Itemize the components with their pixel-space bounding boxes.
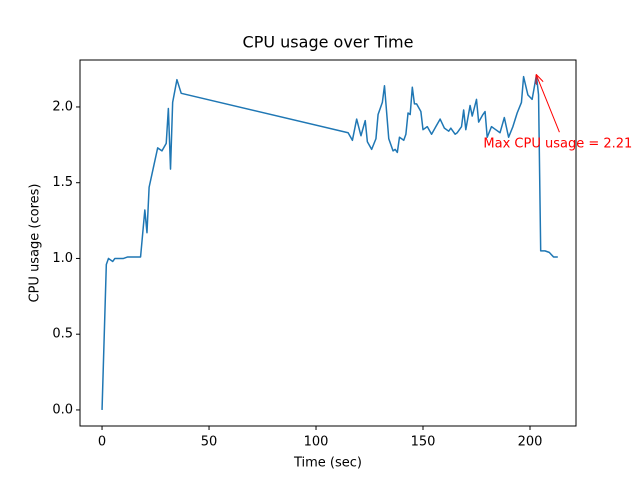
data-line [101, 74, 558, 410]
plot-frame [79, 59, 577, 427]
y-tick-label: 0.5 [52, 327, 73, 342]
annotation-text: Max CPU usage = 2.21 [483, 137, 632, 152]
annotation-arrow [536, 75, 560, 133]
y-tick-label: 2.0 [52, 99, 73, 114]
x-axis-label: Time (sec) [293, 456, 362, 471]
x-tick-label: 0 [98, 435, 106, 450]
x-tick-label: 200 [518, 435, 543, 450]
x-tick-label: 100 [304, 435, 329, 450]
y-tick-label: 0.0 [52, 402, 73, 417]
y-tick-label: 1.0 [52, 251, 73, 266]
x-tick-label: 150 [411, 435, 436, 450]
y-axis-label: CPU usage (cores) [28, 184, 43, 303]
x-tick-label: 50 [201, 435, 218, 450]
y-tick-label: 1.5 [52, 175, 73, 190]
chart-title: CPU usage over Time [243, 33, 414, 52]
